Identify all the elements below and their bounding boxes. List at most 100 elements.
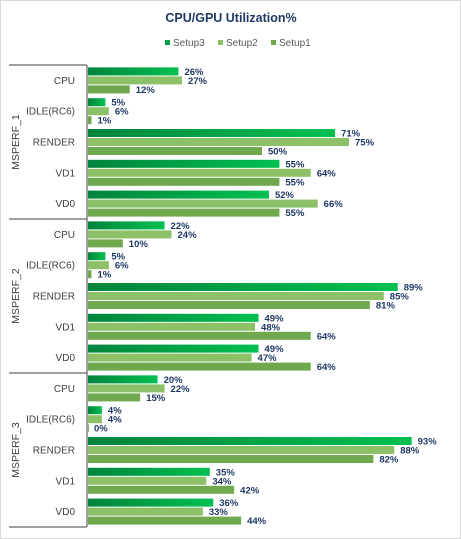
data-label: 82% (379, 455, 399, 466)
data-label: 42% (240, 485, 260, 496)
data-label: 34% (212, 476, 232, 487)
category-label: CPU (54, 230, 75, 241)
bar-setup1 (88, 270, 92, 279)
bar-setup1 (88, 516, 242, 525)
data-label: 24% (178, 230, 198, 241)
data-label: 20% (164, 375, 184, 386)
data-label: 48% (261, 322, 281, 333)
data-label: 93% (418, 437, 438, 448)
bar-setup2 (88, 446, 395, 454)
category-label: RENDER (33, 292, 75, 303)
bar-setup2 (88, 353, 252, 362)
category-label: CPU (54, 76, 75, 87)
data-label: 50% (268, 147, 288, 158)
chart-title: CPU/GPU Utilization% (165, 11, 296, 25)
data-label: 12% (136, 85, 156, 96)
data-label: 4% (108, 406, 122, 417)
bar-setup3 (88, 252, 106, 261)
data-label: 55% (285, 177, 305, 188)
data-label: 1% (97, 270, 111, 281)
category-label: RENDER (33, 138, 75, 149)
data-label: 1% (97, 116, 111, 127)
data-label: 5% (111, 98, 125, 109)
bar-setup2 (88, 261, 109, 270)
data-label: 89% (404, 283, 424, 294)
bar-setup3 (88, 437, 412, 445)
category-label: VD0 (56, 507, 76, 518)
data-label: 66% (324, 199, 344, 210)
bar-setup3 (88, 190, 269, 199)
bar-setup3 (88, 313, 259, 322)
bar-setup3 (88, 406, 102, 415)
category-axis: MSPERF_1 CPU IDLE(RC6) RENDER VD1 VD0 MSPERF_2… (9, 64, 88, 528)
bar-setup2 (88, 76, 182, 85)
data-label: 35% (216, 467, 236, 478)
bar-setup1 (88, 116, 92, 125)
data-label: 15% (146, 393, 166, 404)
plot-area: 26%27%12%5%6%1%71%75%50%55%64%55%52%66%5… (88, 67, 437, 527)
data-label: 71% (341, 129, 361, 140)
data-label: 5% (111, 252, 125, 263)
bar-setup1 (88, 485, 235, 494)
bar-setup1 (88, 147, 262, 155)
bar-setup1 (88, 85, 130, 94)
bar-setup1 (88, 393, 141, 402)
data-label: 55% (285, 208, 305, 219)
data-label: 64% (317, 331, 337, 342)
legend-label-setup2: Setup2 (226, 38, 258, 49)
bar-setup2 (88, 507, 203, 516)
bar-setup3 (88, 344, 259, 353)
group-label: MSPERF_1 (10, 114, 22, 170)
category-label: IDLE(RC6) (26, 415, 75, 426)
legend-label-setup3: Setup3 (173, 38, 205, 49)
data-label: 64% (317, 168, 337, 179)
legend-swatch-setup3 (165, 40, 170, 45)
data-label: 22% (171, 221, 191, 232)
data-label: 10% (129, 239, 149, 250)
bar-setup1 (88, 362, 311, 371)
category-label: IDLE(RC6) (26, 107, 75, 118)
bar-setup3 (88, 159, 280, 168)
bar-setup2 (88, 415, 102, 424)
bar-setup3 (88, 498, 214, 507)
bar-setup1 (88, 424, 89, 433)
bar-setup3 (88, 375, 158, 384)
bar-setup1 (88, 239, 123, 248)
bar-setup2 (88, 199, 318, 208)
bar-setup2 (88, 138, 349, 146)
bar-setup1 (88, 331, 311, 340)
data-label: 33% (209, 507, 229, 518)
bar-setup1 (88, 208, 280, 217)
data-label: 64% (317, 362, 337, 373)
data-label: 75% (355, 138, 375, 149)
bar-setup3 (88, 221, 165, 230)
category-label: VD1 (56, 322, 76, 333)
bar-setup2 (88, 107, 109, 116)
legend-swatch-setup1 (271, 40, 276, 45)
data-label: 26% (184, 67, 204, 78)
category-label: VD1 (56, 476, 76, 487)
bar-setup3 (88, 467, 210, 476)
bar-setup3 (88, 67, 179, 76)
bar-setup1 (88, 455, 374, 463)
data-label: 85% (390, 292, 410, 303)
bar-setup1 (88, 301, 370, 309)
data-label: 88% (400, 446, 420, 457)
bar-setup3 (88, 283, 398, 291)
category-label: VD0 (56, 199, 76, 210)
category-label: RENDER (33, 446, 75, 457)
category-label: CPU (54, 384, 75, 395)
data-label: 55% (285, 159, 305, 170)
data-label: 22% (171, 384, 191, 395)
bar-setup1 (88, 177, 280, 186)
data-label: 6% (115, 107, 129, 118)
bar-setup2 (88, 230, 172, 239)
chart-legend: Setup3 Setup2 Setup1 (165, 38, 311, 49)
bar-setup2 (88, 292, 384, 300)
data-label: 4% (108, 415, 122, 426)
data-label: 0% (94, 424, 108, 435)
bar-setup3 (88, 129, 336, 137)
data-label: 49% (265, 344, 285, 355)
